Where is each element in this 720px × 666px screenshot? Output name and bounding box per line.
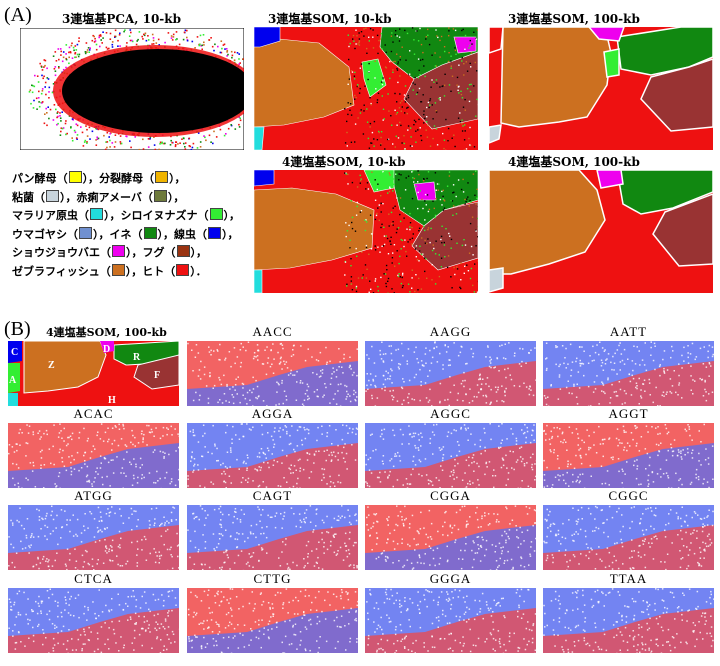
- legend-swatch-arabidopsis: [209, 208, 223, 220]
- kmer-label-cggc: CGGC: [608, 488, 649, 503]
- pca-title: 3連塩基PCA, 10-kb: [62, 12, 181, 26]
- legend-label-s-pombe: 分裂酵母: [99, 172, 144, 185]
- som4-10kb-map: [254, 170, 478, 293]
- som4-100kb-title: 4連塩基SOM, 100-kb: [508, 155, 640, 169]
- legend-swatch-s-pombe: [155, 171, 169, 183]
- legend-label-s-cerevisiae: パン酵母: [12, 172, 57, 185]
- kmer-label-aagg: AAGG: [429, 324, 472, 339]
- kmer-label-cgga: CGGA: [430, 488, 471, 503]
- region-label-d: D: [103, 344, 110, 355]
- region-label-f: F: [154, 370, 160, 381]
- legend-swatch-medicago: [79, 226, 92, 239]
- legend-swatch-drosophila: [112, 245, 125, 257]
- kmer-heatmap-aggt: [543, 423, 714, 488]
- legend-row-5: ショウジョウバエ（ ），フグ（），: [12, 245, 207, 259]
- legend-row-2: 粘菌（ ），赤痢アメーバ（），: [12, 189, 185, 204]
- som3-10kb-title: 3連塩基SOM, 10-kb: [268, 12, 392, 26]
- pca-scatter-plot: [20, 28, 244, 150]
- kmer-label-aggc: AGGC: [430, 406, 471, 421]
- legend-label-fugu: フグ: [142, 246, 165, 259]
- kmer-label-aggt: AGGT: [608, 406, 649, 421]
- kmer-heatmap-cagt: [187, 505, 358, 570]
- kmer-label-ggga: GGGA: [429, 571, 472, 586]
- som4-10kb-title: 4連塩基SOM, 10-kb: [282, 155, 406, 169]
- kmer-label-aatt: AATT: [609, 324, 648, 339]
- legend-row-6: ゼブラフィッシュ（ ），ヒト（ ）．: [12, 263, 207, 278]
- kmer-label-ctca: CTCA: [74, 571, 113, 586]
- legend-swatch-fugu: [176, 245, 190, 257]
- legend-label-rice: イネ: [109, 227, 132, 241]
- species-legend: パン酵母（ ），分裂酵母（）， 粘菌（ ），赤痢アメーバ（）， マラリア原虫（ ），シ…: [12, 170, 240, 281]
- kmer-heatmap-ggga: [365, 588, 536, 653]
- kmer-label-acac: ACAC: [73, 406, 114, 421]
- kmer-heatmap-cggc: [543, 505, 714, 570]
- legend-label-dictyostelium: 粘菌: [12, 190, 34, 204]
- som3-10kb-map: [254, 27, 478, 150]
- legend-row-1: パン酵母（ ），分裂酵母（），: [12, 171, 186, 185]
- kmer-heatmap-aatt: [543, 341, 714, 406]
- region-label-a: A: [9, 375, 17, 386]
- region-label-r: R: [133, 352, 141, 363]
- kmer-label-ttaa: TTAA: [609, 571, 648, 586]
- kmer-label-agga: AGGA: [251, 406, 294, 421]
- legend-label-entamoeba: 赤痢アメーバ: [76, 190, 142, 204]
- legend-swatch-human: [176, 263, 190, 276]
- panel-a-label: (A): [4, 4, 32, 26]
- kmer-label-aacc: AACC: [252, 324, 293, 339]
- kmer-heatmap-aacc: [187, 341, 358, 406]
- legend-label-plasmodium: マラリア原虫: [12, 209, 78, 222]
- legend-swatch-plasmodium: [90, 208, 103, 220]
- legend-label-c-elegans: 線虫: [174, 227, 196, 241]
- kmer-heatmap-ttaa: [543, 588, 714, 653]
- legend-label-zebrafish: ゼブラフィッシュ: [12, 264, 100, 278]
- legend-row-4: ウマゴヤシ（ ），イネ（ ），線虫（），: [12, 226, 239, 241]
- kmer-label-atgg: ATGG: [74, 488, 113, 503]
- legend-swatch-dictyostelium: [46, 189, 59, 202]
- legend-swatch-c-elegans: [208, 226, 221, 239]
- kmer-heatmap-aagg: [365, 341, 536, 406]
- legend-row-3: マラリア原虫（ ），シロイヌナズナ（），: [12, 208, 240, 222]
- kmer-heatmap-ctca: [8, 588, 179, 653]
- kmer-label-cagt: CAGT: [252, 488, 293, 503]
- legend-label-arabidopsis: シロイヌナズナ: [120, 209, 198, 222]
- legend-swatch-s-cerevisiae: [68, 171, 82, 183]
- kmer-heatmap-acac: [8, 423, 179, 488]
- legend-label-human: ヒト: [142, 264, 165, 278]
- legend-swatch-entamoeba: [153, 189, 167, 202]
- som4-100kb-map: [489, 170, 713, 293]
- legend-label-drosophila: ショウジョウバエ: [12, 246, 100, 259]
- legend-swatch-zebrafish: [111, 263, 125, 276]
- legend-swatch-rice: [143, 226, 157, 239]
- region-label-z: Z: [48, 360, 55, 371]
- kmer-heatmap-aggc: [365, 423, 536, 488]
- som4-100kb-labeled-map: C D R Z A F H: [8, 341, 179, 406]
- kmer-heatmap-cttg: [187, 588, 358, 653]
- kmer-heatmap-agga: [187, 423, 358, 488]
- panel-b-label: (B): [4, 318, 31, 340]
- kmer-label-cttg: CTTG: [253, 571, 292, 586]
- som3-100kb-title: 3連塩基SOM, 100-kb: [508, 12, 640, 26]
- kmer-heatmap-cgga: [365, 505, 536, 570]
- region-label-h: H: [108, 395, 116, 406]
- legend-label-medicago: ウマゴヤシ: [12, 227, 67, 241]
- som3-100kb-map: [489, 27, 713, 150]
- som4-100kb-labeled-title: 4連塩基SOM, 100-kb: [46, 326, 167, 339]
- region-label-c: C: [11, 347, 18, 358]
- kmer-heatmap-atgg: [8, 505, 179, 570]
